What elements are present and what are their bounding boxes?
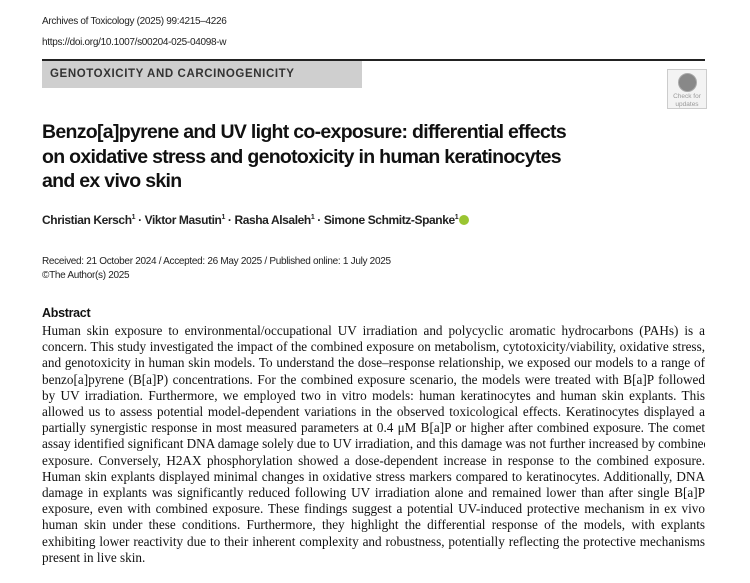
affiliation-mark: 1 — [310, 214, 315, 221]
section-label: GENOTOXICITY AND CARCINOGENICITY — [50, 68, 295, 80]
section-band: GENOTOXICITY AND CARCINOGENICITY — [42, 61, 362, 88]
abstract-line: allowed us to assess potential model-dep… — [42, 404, 705, 420]
abstract-line: benzo[a]pyrene (B[a]P) concentrations. F… — [42, 371, 705, 387]
title-line: Benzo[a]pyrene and UV light co-exposure:… — [42, 121, 567, 143]
abstract-heading: Abstract — [42, 306, 91, 320]
abstract-line: and genotoxicity in human skin models. T… — [42, 355, 705, 371]
title-line: and ex vivo skin — [42, 170, 182, 192]
doi-link[interactable]: https://doi.org/10.1007/s00204-025-04098… — [42, 37, 227, 48]
abstract-line: assay identified significant DNA damage … — [42, 436, 705, 452]
abstract-line: damage in explants was significantly red… — [42, 485, 705, 501]
badge-text-1: Check for — [673, 93, 701, 100]
affiliation-mark: 1 — [221, 214, 225, 221]
title-line: on oxidative stress and genotoxicity in … — [42, 145, 562, 168]
badge-circle — [677, 73, 697, 92]
author[interactable]: Viktor Masutin — [144, 213, 222, 227]
abstract-line: concern. This study investigated the imp… — [42, 339, 705, 355]
copyright: ©The Author(s) 2025 — [42, 270, 130, 281]
abstract-line: human skin under these conditions. Furth… — [42, 517, 705, 533]
abstract-line: present in live skin. — [42, 549, 146, 565]
abstract-line: exposure. Conversely, H2AX phosphorylati… — [42, 452, 705, 468]
check-for-updates-icon[interactable]: Check for updates — [667, 69, 707, 109]
author[interactable]: Rasha Alsaleh — [234, 213, 311, 227]
badge-text-2: updates — [675, 101, 699, 108]
abstract-line: exhibiting lower reactivity due to their… — [42, 533, 705, 549]
author[interactable]: Christian Kersch — [42, 213, 132, 227]
publication-dates: Received: 21 October 2024 / Accepted: 26… — [42, 256, 391, 267]
author[interactable]: Simone Schmitz-Spanke — [323, 213, 455, 227]
abstract-body: Human skin exposure to environmental/occ… — [42, 323, 705, 566]
abstract-line: by UV irradiation. Furthermore, we emplo… — [42, 387, 705, 403]
abstract-line: Human skin explants displayed minimal ch… — [42, 468, 705, 484]
author-list: Christian Kersch1 · Viktor Masutin1 · Ra… — [42, 213, 470, 227]
article-title: Benzo[a]pyrene and UV light co-exposure:… — [42, 120, 662, 194]
affiliation-mark: 1 — [454, 214, 459, 221]
orcid-icon[interactable] — [459, 215, 470, 225]
abstract-line: exposure, even with combined exposure. T… — [42, 501, 705, 517]
affiliation-mark: 1 — [131, 214, 136, 221]
abstract-line: Human skin exposure to environmental/occ… — [42, 323, 705, 338]
header-rule — [42, 59, 705, 61]
journal-citation: Archives of Toxicology (2025) 99:4215–42… — [42, 16, 227, 27]
abstract-line: partially synergistic response in most m… — [42, 420, 705, 436]
